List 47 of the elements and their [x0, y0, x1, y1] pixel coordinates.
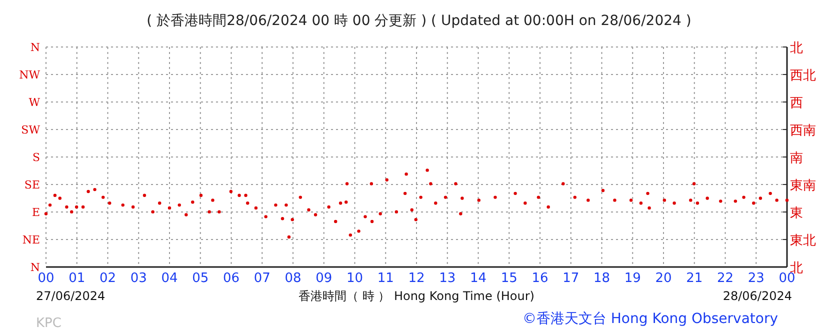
- x-tick-label: 00: [38, 271, 54, 286]
- category-label: N: [30, 261, 40, 274]
- x-tick-label: 06: [222, 271, 240, 286]
- category-label: 西北: [790, 68, 816, 84]
- text: KPC: [36, 316, 62, 331]
- x-tick-label: 14: [470, 271, 487, 286]
- category-label: 北: [790, 41, 803, 56]
- x-tick-label: 23: [748, 271, 764, 286]
- text: ©香港天文台 Hong Kong Observatory: [522, 311, 778, 327]
- x-tick-label: 03: [130, 271, 147, 286]
- x-tick-label: 05: [192, 271, 209, 286]
- category-label: SE: [24, 178, 40, 192]
- category-label: 東北: [790, 234, 816, 248]
- chart-title: ( 於香港時間28/06/2024 00 時 00 分更新 ) ( Updated at 00:00H on 28/06/2024 ): [146, 13, 692, 29]
- x-tick-label: 04: [161, 271, 178, 286]
- category-label: 東: [790, 206, 803, 221]
- text: 27/06/2024: [36, 289, 106, 303]
- x-tick-label: 19: [624, 271, 641, 286]
- category-label: 西南: [790, 124, 816, 138]
- category-label: S: [32, 151, 40, 164]
- x-tick-label: 16: [532, 271, 548, 286]
- category-label: NW: [19, 68, 40, 82]
- x-tick-label: 02: [99, 271, 116, 286]
- x-tick-label: 21: [686, 271, 703, 286]
- category-label: N: [30, 41, 40, 54]
- x-tick-label: 18: [593, 271, 610, 286]
- x-tick-label: 17: [562, 271, 580, 286]
- x-tick-label: 09: [316, 271, 332, 286]
- x-tick-label: 13: [439, 271, 456, 286]
- x-axis-title: 香港時間（ 時 ） Hong Kong Time (Hour): [298, 289, 534, 303]
- x-tick-label: 15: [500, 271, 518, 286]
- x-tick-label: 08: [284, 271, 302, 286]
- category-label: 東南: [790, 178, 816, 194]
- category-label: 南: [790, 151, 803, 166]
- category-label: 西: [790, 96, 803, 111]
- category-label: W: [28, 96, 40, 109]
- x-tick-label: 12: [408, 271, 425, 286]
- category-label: NE: [22, 234, 40, 246]
- category-label: SW: [21, 124, 40, 136]
- x-tick-label: 11: [377, 271, 394, 286]
- category-label: E: [32, 206, 40, 219]
- x-tick-label: 10: [346, 271, 364, 286]
- x-tick-label: 20: [655, 271, 672, 286]
- x-tick-label: 01: [68, 271, 86, 286]
- text: 28/06/2024: [722, 289, 792, 303]
- x-tick-label: 07: [254, 271, 270, 286]
- x-tick-label: 22: [716, 271, 734, 286]
